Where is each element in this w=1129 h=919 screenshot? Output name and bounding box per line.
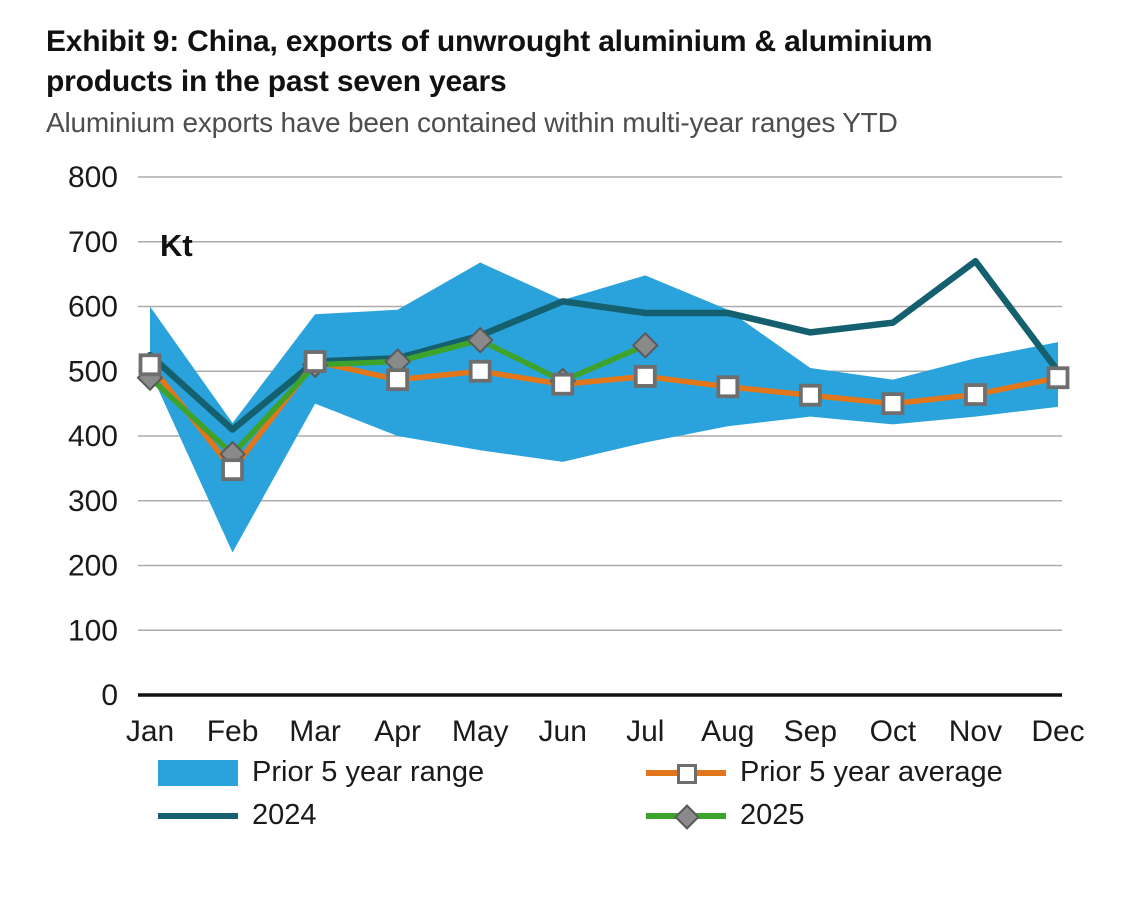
legend-label-2025: 2025	[740, 799, 805, 832]
legend-item-range: Prior 5 year range	[158, 756, 646, 789]
legend-item-average: Prior 5 year average	[646, 756, 1129, 789]
line-2024-swatch	[158, 803, 238, 829]
svg-text:Feb: Feb	[207, 715, 259, 748]
svg-text:700: 700	[68, 226, 118, 259]
chart-area: 0 100 200 300 400 500 600 700 800 Jan Feb Mar Apr May…	[0, 147, 1129, 754]
svg-text:100: 100	[68, 614, 118, 647]
svg-text:Sep: Sep	[784, 715, 837, 748]
svg-text:May: May	[452, 715, 509, 748]
svg-text:Aug: Aug	[701, 715, 754, 748]
svg-text:Apr: Apr	[374, 715, 421, 748]
svg-text:500: 500	[68, 355, 118, 388]
diamond-marker-icon	[674, 803, 700, 830]
chart-legend: Prior 5 year range Prior 5 year average …	[0, 756, 1129, 832]
svg-text:600: 600	[68, 291, 118, 324]
legend-label-average: Prior 5 year average	[740, 756, 1003, 789]
chart-title: Exhibit 9: China, exports of unwrought a…	[46, 25, 933, 98]
svg-text:Kt: Kt	[160, 228, 193, 263]
svg-text:Jan: Jan	[126, 715, 174, 748]
legend-label-range: Prior 5 year range	[252, 756, 485, 789]
svg-text:Nov: Nov	[949, 715, 1002, 748]
svg-text:0: 0	[101, 679, 118, 712]
svg-text:400: 400	[68, 420, 118, 453]
chart-header: Exhibit 9: China, exports of unwrought a…	[0, 0, 1129, 139]
line-2024-bar	[158, 812, 238, 819]
legend-item-2024: 2024	[158, 799, 646, 832]
legend-label-2024: 2024	[252, 799, 317, 832]
svg-text:200: 200	[68, 550, 118, 583]
svg-text:800: 800	[68, 161, 118, 194]
line-2025-swatch	[646, 803, 726, 830]
average-line-swatch	[646, 760, 726, 786]
svg-text:300: 300	[68, 485, 118, 518]
svg-text:Jul: Jul	[626, 715, 664, 748]
average-square-marker-icon	[677, 763, 697, 784]
svg-text:Dec: Dec	[1031, 715, 1084, 748]
range-band-swatch	[158, 759, 238, 786]
svg-text:Jun: Jun	[539, 715, 587, 748]
legend-item-2025: 2025	[646, 799, 1129, 832]
svg-text:Oct: Oct	[870, 715, 917, 748]
chart-svg: 0 100 200 300 400 500 600 700 800 Jan Feb Mar Apr May…	[68, 161, 1085, 748]
svg-text:Mar: Mar	[289, 715, 341, 748]
chart-subtitle: Aluminium exports have been contained wi…	[46, 107, 898, 139]
